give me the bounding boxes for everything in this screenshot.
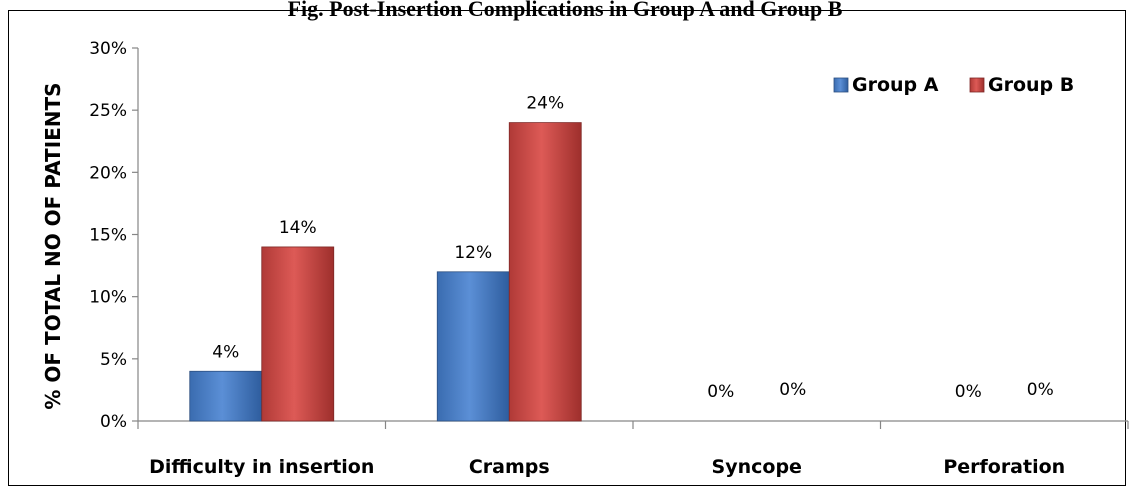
axes: 0% 5% 10% 15% 20% 25% 30% Difficulty in inserti…: [89, 39, 1129, 478]
legend-swatch: [833, 77, 849, 93]
bars: [189, 122, 582, 422]
data-labels: 4% 12% 0% 0% 14% 24% 0% 0%: [212, 94, 1053, 402]
x-tick-label: Syncope: [712, 456, 802, 478]
chart-title: Fig. Post-Insertion Complications in Gro…: [287, 0, 843, 21]
data-label: 0%: [779, 380, 806, 400]
x-tick-label: Perforation: [943, 456, 1065, 478]
x-tick-label: Difficulty in insertion: [149, 456, 374, 478]
data-label: 4%: [212, 342, 239, 362]
x-tick-label: Cramps: [469, 456, 550, 478]
y-tick-label: 0%: [100, 412, 127, 432]
bar-group-b: [508, 122, 582, 422]
y-tick-label: 5%: [100, 350, 127, 370]
data-label: 0%: [1027, 380, 1054, 400]
y-tick-label: 15%: [89, 226, 127, 246]
legend-label: Group B: [988, 74, 1074, 96]
y-axis-label: % OF TOTAL NO OF PATIENTS: [41, 82, 65, 409]
legend: Group A Group B: [833, 74, 1074, 96]
legend-swatch: [969, 77, 985, 93]
data-label: 12%: [454, 243, 492, 263]
data-label: 0%: [955, 382, 982, 402]
data-label: 0%: [707, 382, 734, 402]
y-tick-label: 10%: [89, 288, 127, 308]
y-tick-label: 25%: [89, 101, 127, 121]
title-clip: Fig. Post-Insertion Complications in Gro…: [0, 0, 1130, 26]
legend-label: Group A: [852, 74, 939, 96]
data-label: 14%: [279, 218, 317, 238]
bar-group-a: [189, 370, 263, 422]
data-label: 24%: [526, 94, 564, 114]
bar-group-a: [436, 271, 510, 422]
y-tick-label: 30%: [89, 39, 127, 59]
y-tick-label: 20%: [89, 163, 127, 183]
bar-group-b: [261, 246, 335, 422]
